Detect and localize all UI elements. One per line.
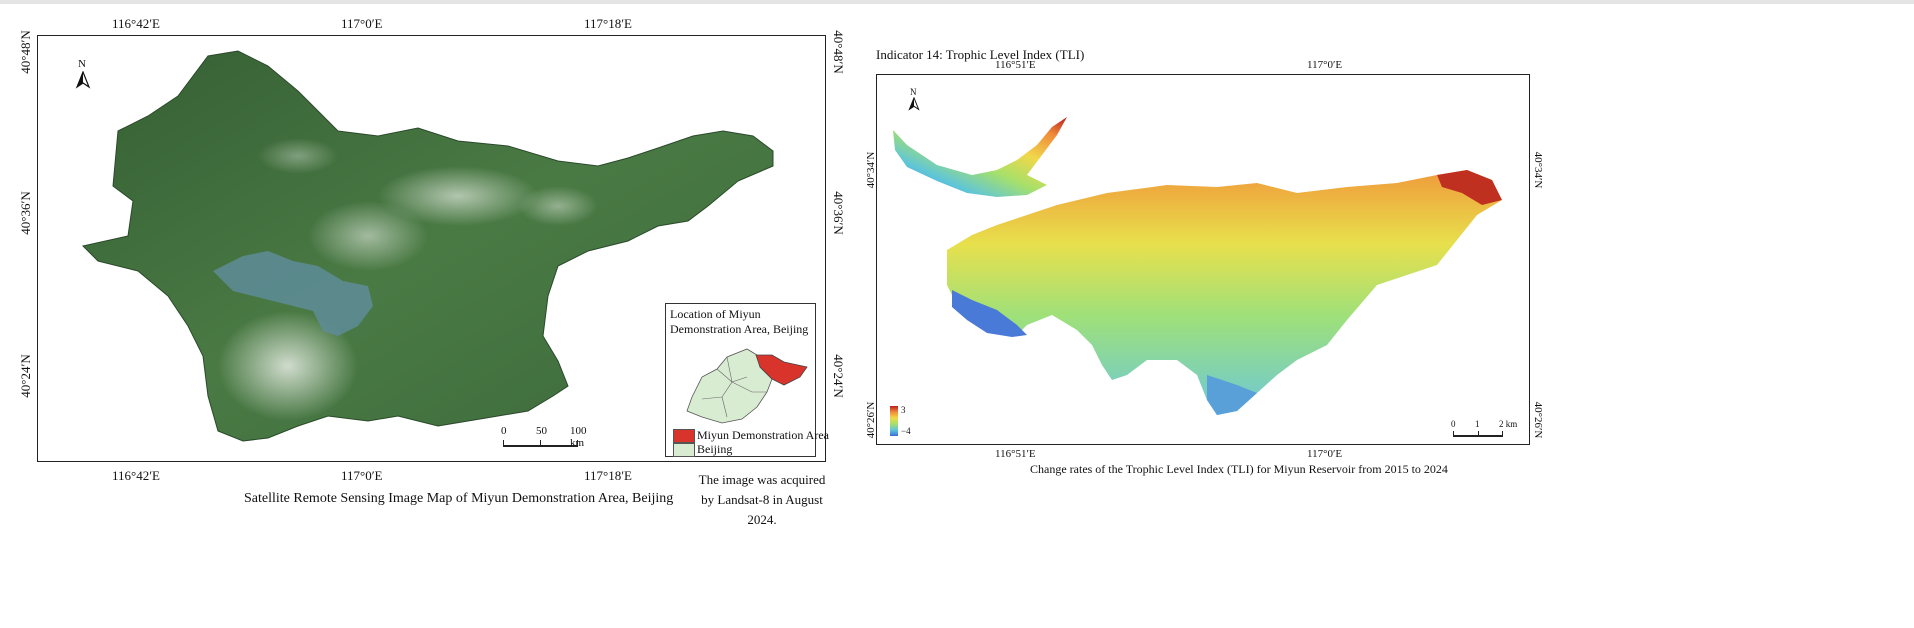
- tli-color-bar: [890, 406, 898, 436]
- window-top-border: [0, 0, 1914, 4]
- tli-legend-min: −4: [901, 426, 911, 436]
- right-north-arrow-icon: N: [907, 87, 921, 113]
- right-right-lat-label: 40°34′N: [1532, 151, 1544, 189]
- left-lat-label: 40°36′N: [18, 191, 33, 235]
- left-lat-label: 40°24′N: [18, 354, 33, 398]
- left-map-right-lat-label: 40°36′N: [831, 191, 846, 235]
- left-bottom-lon-label: 117°0′E: [341, 468, 383, 483]
- right-top-lon-label: 116°51′E: [995, 59, 1036, 71]
- left-lat-label: 40°48′N: [18, 30, 33, 74]
- right-scale-bar: 0 1 2 km: [1449, 419, 1523, 439]
- beijing-legend-swatch: [673, 443, 695, 457]
- miyun-legend-swatch: [673, 429, 695, 443]
- location-inset-box: Location of Miyun Demonstration Area, Be…: [665, 303, 829, 457]
- acquisition-note: The image was acquired by Landsat-8 in A…: [698, 472, 826, 527]
- left-map-right-lat-label: 40°24′N: [831, 354, 846, 398]
- beijing-location-map: [686, 348, 808, 424]
- left-bottom-lon-label: 116°42′E: [112, 468, 161, 483]
- right-map-caption: Change rates of the Trophic Level Index …: [1030, 462, 1448, 476]
- left-map-frame: [37, 35, 826, 462]
- beijing-legend-label: Beijing: [697, 442, 733, 456]
- north-arrow-icon: N: [74, 58, 92, 90]
- right-map-frame: [876, 74, 1530, 445]
- miyun-reservoir-water: [213, 251, 373, 336]
- right-right-lat-label: 40°26′N: [1532, 401, 1544, 439]
- tli-change-rate-map: [893, 117, 1502, 415]
- left-top-lon-label: 117°0′E: [341, 16, 383, 31]
- satellite-image-map: [82, 50, 774, 442]
- left-top-lon-label: 117°18′E: [584, 16, 633, 31]
- tli-legend-max: 3: [901, 405, 906, 415]
- right-bottom-lon-label: 116°51′E: [995, 448, 1036, 460]
- left-top-lon-label: 116°42′E: [112, 16, 161, 31]
- left-map-caption: Satellite Remote Sensing Image Map of Mi…: [244, 491, 674, 506]
- left-bottom-lon-label: 117°18′E: [584, 468, 633, 483]
- inset-title: Location of Miyun Demonstration Area, Be…: [670, 307, 809, 336]
- miyun-legend-label: Miyun Demonstration Area: [697, 428, 829, 442]
- right-bottom-lon-label: 117°0′E: [1307, 448, 1343, 460]
- indicator-heading: Indicator 14: Trophic Level Index (TLI): [876, 47, 1085, 62]
- left-map-right-lat-label: 40°48′N: [831, 30, 846, 74]
- left-scale-bar: 0 50 100 km: [498, 425, 588, 453]
- right-top-lon-label: 117°0′E: [1307, 59, 1343, 71]
